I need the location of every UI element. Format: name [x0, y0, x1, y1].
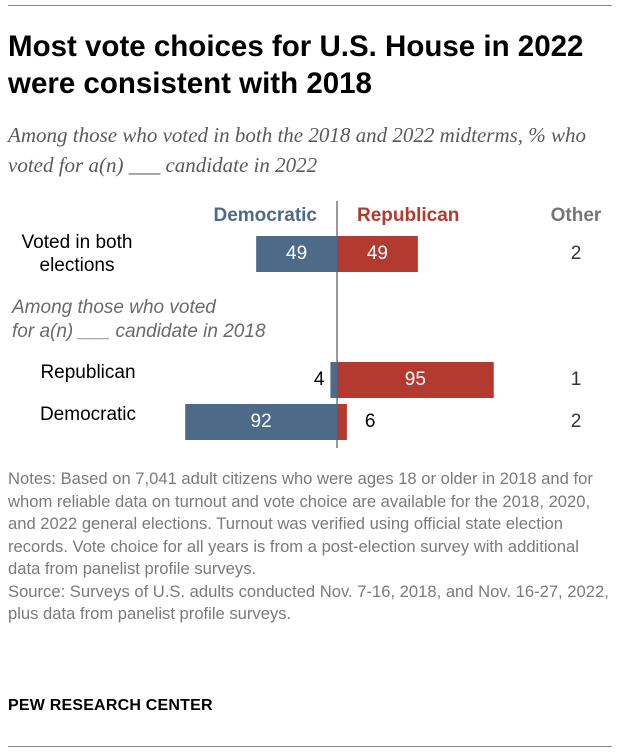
row-3-value-democratic: 92	[251, 411, 272, 432]
row-1-value-republican: 49	[367, 243, 388, 264]
row-2-value-republican: 95	[405, 369, 426, 390]
bottom-rule	[8, 746, 612, 747]
row-1-label-line-1: Voted in both	[22, 232, 133, 253]
column-header-republican: Republican	[357, 205, 459, 226]
row-1-value-democratic: 49	[286, 243, 307, 264]
row-1-bar-democratic	[256, 236, 337, 272]
group-label-line-1: Among those who voted	[11, 297, 217, 318]
notes-block: Notes: Based on 7,041 adult citizens who…	[8, 468, 612, 626]
row-3-label: Democratic	[40, 404, 136, 425]
row-1-label: Voted in both elections	[22, 232, 133, 276]
row-1-value-other: 2	[571, 243, 582, 264]
group-label-line-2: for a(n) ___ candidate in 2018	[12, 321, 266, 342]
row-3-value-other: 2	[571, 411, 582, 432]
chart: Democratic Republican Other Among those who…	[11, 201, 602, 448]
row-2-label: Republican	[40, 362, 135, 383]
column-header-other: Other	[551, 205, 602, 226]
row-3-bar-republican	[337, 404, 347, 440]
chart-title: Most vote choices for U.S. House in 2022…	[8, 30, 584, 100]
row-2-value-other: 1	[571, 369, 582, 390]
row-3-bar-democratic	[185, 404, 337, 440]
row-2-bar-republican	[337, 362, 494, 398]
row-1-label-line-2: elections	[40, 255, 115, 276]
top-rule	[8, 5, 612, 6]
notes-text: Notes: Based on 7,041 adult citizens who…	[8, 469, 593, 578]
row-1-bar-republican	[337, 236, 418, 272]
brand-logo-text: PEW RESEARCH CENTER	[8, 697, 213, 714]
source-text: Source: Surveys of U.S. adults conducted…	[8, 581, 609, 624]
chart-subtitle: Among those who voted in both the 2018 a…	[8, 123, 587, 177]
row-2-value-democratic: 4	[314, 369, 325, 390]
row-3-value-republican: 6	[365, 411, 376, 432]
column-header-democratic: Democratic	[214, 205, 318, 226]
group-label: Among those who voted for a(n) ___ candid…	[11, 297, 266, 342]
row-2-bar-democratic	[330, 362, 337, 398]
